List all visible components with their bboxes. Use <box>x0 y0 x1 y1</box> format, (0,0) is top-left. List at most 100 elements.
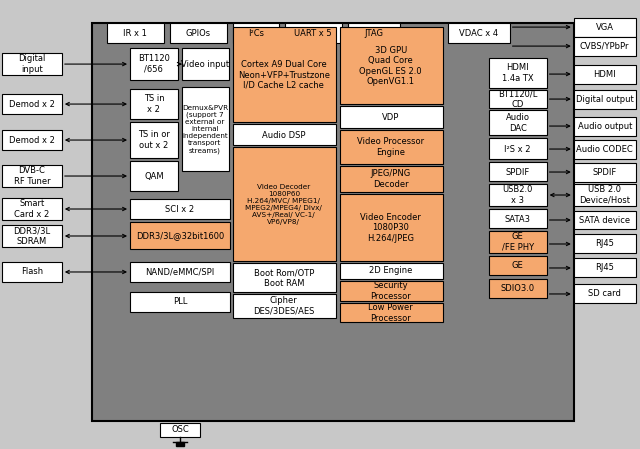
FancyBboxPatch shape <box>233 147 336 261</box>
FancyBboxPatch shape <box>340 281 443 301</box>
FancyBboxPatch shape <box>348 23 400 43</box>
Text: USB 2.0
Device/Host: USB 2.0 Device/Host <box>579 185 630 205</box>
FancyBboxPatch shape <box>170 23 227 43</box>
Text: GE: GE <box>512 261 524 270</box>
Text: QAM: QAM <box>144 172 164 180</box>
Text: Flash: Flash <box>21 268 43 277</box>
Text: Low Power
Processor: Low Power Processor <box>369 303 413 323</box>
FancyBboxPatch shape <box>130 122 178 158</box>
FancyBboxPatch shape <box>285 23 342 43</box>
FancyBboxPatch shape <box>573 259 636 277</box>
FancyBboxPatch shape <box>130 262 230 282</box>
FancyBboxPatch shape <box>573 65 636 84</box>
FancyBboxPatch shape <box>340 130 443 164</box>
Text: VDAC x 4: VDAC x 4 <box>459 29 499 38</box>
Text: HDMI
1.4a TX: HDMI 1.4a TX <box>502 63 534 83</box>
Text: NAND/eMMC/SPI: NAND/eMMC/SPI <box>145 268 214 277</box>
Text: RJ45: RJ45 <box>595 239 614 248</box>
Text: Audio
DAC: Audio DAC <box>506 113 530 133</box>
FancyBboxPatch shape <box>489 110 547 135</box>
Text: TS in or
out x 2: TS in or out x 2 <box>138 130 170 150</box>
FancyBboxPatch shape <box>130 48 178 80</box>
Text: I²S x 2: I²S x 2 <box>504 145 531 154</box>
FancyBboxPatch shape <box>160 423 200 437</box>
FancyBboxPatch shape <box>340 303 443 322</box>
Text: SATA3: SATA3 <box>505 215 531 224</box>
FancyBboxPatch shape <box>2 165 62 187</box>
Text: USB2.0
x 3: USB2.0 x 3 <box>502 185 533 205</box>
Text: BT1120
/656: BT1120 /656 <box>138 54 170 74</box>
Text: SATA device: SATA device <box>579 216 630 224</box>
FancyBboxPatch shape <box>233 263 336 292</box>
FancyBboxPatch shape <box>2 198 62 220</box>
FancyBboxPatch shape <box>130 161 178 191</box>
FancyBboxPatch shape <box>489 90 547 108</box>
Text: IR x 1: IR x 1 <box>123 29 147 38</box>
Text: SPDIF: SPDIF <box>506 167 530 176</box>
FancyBboxPatch shape <box>573 18 636 37</box>
Text: JTAG: JTAG <box>364 29 383 38</box>
FancyBboxPatch shape <box>2 225 62 247</box>
Text: JPEG/PNG
Decoder: JPEG/PNG Decoder <box>371 169 411 189</box>
FancyBboxPatch shape <box>130 89 178 119</box>
FancyBboxPatch shape <box>573 211 636 229</box>
Text: Video Encoder
1080P30
H.264/JPEG: Video Encoder 1080P30 H.264/JPEG <box>360 213 421 243</box>
Text: Digital output: Digital output <box>576 95 634 104</box>
FancyBboxPatch shape <box>573 163 636 181</box>
FancyBboxPatch shape <box>233 294 336 318</box>
FancyBboxPatch shape <box>2 130 62 150</box>
FancyBboxPatch shape <box>573 184 636 206</box>
Text: Digital
input: Digital input <box>19 54 45 74</box>
Text: Demux&PVR
(support 7
external or
internal
independent
transport
streams): Demux&PVR (support 7 external or interna… <box>182 105 228 154</box>
Text: UART x 5: UART x 5 <box>294 29 332 38</box>
Text: VGA: VGA <box>596 22 614 31</box>
FancyBboxPatch shape <box>489 138 547 159</box>
FancyBboxPatch shape <box>233 23 279 43</box>
Text: 2D Engine: 2D Engine <box>369 266 413 276</box>
Text: DDR3/3L
SDRAM: DDR3/3L SDRAM <box>13 226 51 246</box>
FancyBboxPatch shape <box>489 162 547 181</box>
Text: SD card: SD card <box>588 290 621 299</box>
Text: RJ45: RJ45 <box>595 264 614 273</box>
FancyBboxPatch shape <box>233 27 336 122</box>
FancyBboxPatch shape <box>340 194 443 261</box>
Text: Video Processor
Engine: Video Processor Engine <box>357 137 424 157</box>
Text: OSC: OSC <box>171 425 189 434</box>
Text: 3D GPU
Quad Core
OpenGL ES 2.0
OpenVG1.1: 3D GPU Quad Core OpenGL ES 2.0 OpenVG1.1 <box>360 46 422 86</box>
FancyBboxPatch shape <box>107 23 164 43</box>
FancyBboxPatch shape <box>340 263 443 279</box>
FancyBboxPatch shape <box>573 140 636 158</box>
Text: HDMI: HDMI <box>593 70 616 79</box>
Text: Smart
Card x 2: Smart Card x 2 <box>14 199 50 219</box>
Text: Demod x 2: Demod x 2 <box>9 100 55 109</box>
Text: GPIOs: GPIOs <box>186 29 211 38</box>
FancyBboxPatch shape <box>130 292 230 312</box>
FancyBboxPatch shape <box>340 27 443 104</box>
FancyBboxPatch shape <box>2 53 62 75</box>
Text: SDIO3.0: SDIO3.0 <box>500 285 535 294</box>
Text: Audio CODEC: Audio CODEC <box>576 145 633 154</box>
FancyBboxPatch shape <box>340 166 443 192</box>
FancyBboxPatch shape <box>2 262 62 282</box>
Text: I²Cs: I²Cs <box>248 29 264 38</box>
Text: Audio output: Audio output <box>577 122 632 131</box>
FancyBboxPatch shape <box>489 184 547 206</box>
FancyBboxPatch shape <box>448 23 509 43</box>
FancyBboxPatch shape <box>489 209 547 228</box>
Text: VDP: VDP <box>382 113 399 122</box>
Text: DVB-C
RF Tuner: DVB-C RF Tuner <box>13 166 51 186</box>
Text: Video input: Video input <box>181 60 229 69</box>
Text: Cipher
DES/3DES/AES: Cipher DES/3DES/AES <box>253 296 314 316</box>
FancyBboxPatch shape <box>340 106 443 128</box>
FancyBboxPatch shape <box>573 285 636 304</box>
Text: BT1120/L
CD: BT1120/L CD <box>498 89 538 109</box>
FancyBboxPatch shape <box>573 234 636 254</box>
FancyBboxPatch shape <box>573 89 636 109</box>
FancyBboxPatch shape <box>92 23 573 421</box>
FancyBboxPatch shape <box>489 58 547 88</box>
Text: Boot Rom/OTP
Boot RAM: Boot Rom/OTP Boot RAM <box>253 268 314 288</box>
FancyBboxPatch shape <box>489 279 547 298</box>
Text: TS in
x 2: TS in x 2 <box>143 94 164 114</box>
FancyBboxPatch shape <box>489 256 547 275</box>
FancyBboxPatch shape <box>182 48 229 80</box>
